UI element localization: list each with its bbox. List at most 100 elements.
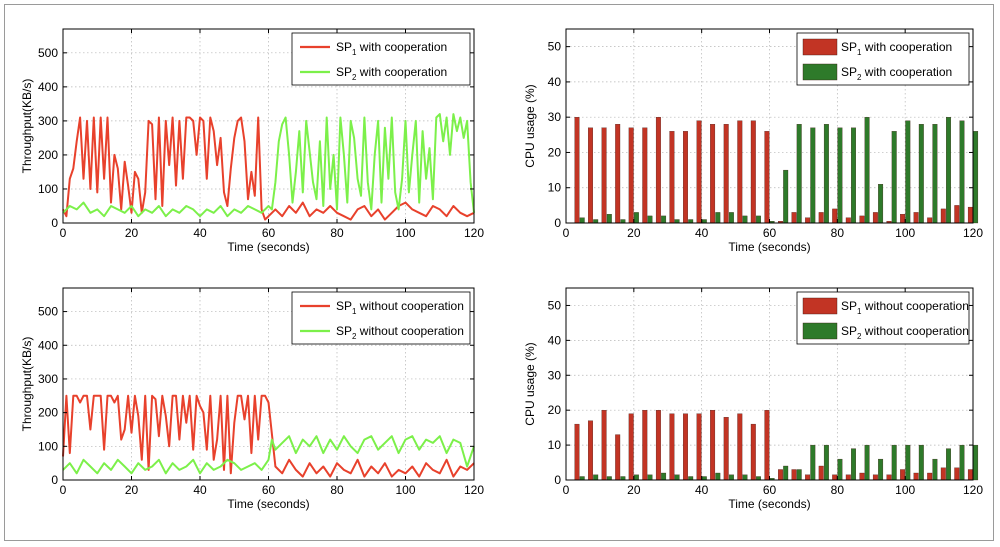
- x-tick-label: 20: [125, 483, 139, 497]
- figure-frame: [4, 4, 994, 541]
- bar-sp2: [973, 131, 979, 224]
- bar-sp2: [796, 469, 802, 481]
- bar-sp2: [973, 444, 979, 481]
- bar-sp1: [886, 474, 892, 481]
- bar-sp2: [661, 215, 667, 224]
- bar-sp2: [905, 444, 911, 481]
- bar-sp2: [688, 476, 694, 481]
- y-tick-label: 400: [38, 80, 58, 94]
- x-tick-label: 40: [193, 226, 207, 240]
- y-tick-label: 100: [38, 439, 58, 453]
- legend: SP1 without cooperation SP2 without coope…: [796, 291, 970, 345]
- bar-sp1: [805, 474, 811, 481]
- bar-sp1: [967, 206, 973, 224]
- bar-sp1: [954, 467, 960, 481]
- bar-sp1: [750, 120, 756, 224]
- bar-sp2: [864, 117, 870, 224]
- bar-sp1: [655, 117, 661, 224]
- bar-sp2: [674, 474, 680, 481]
- bar-sp2: [783, 465, 789, 481]
- y-tick-label: 300: [38, 372, 58, 386]
- x-tick-label: 120: [963, 483, 983, 497]
- bar-sp2: [810, 127, 816, 224]
- x-tick-label: 0: [60, 483, 67, 497]
- y-tick-label: 30: [548, 368, 562, 382]
- bar-sp2: [633, 212, 639, 224]
- y-axis-label: Throughput(KB/s): [20, 337, 34, 432]
- bar-sp2: [918, 124, 924, 224]
- bar-sp2: [606, 214, 612, 224]
- bar-sp2: [647, 215, 653, 224]
- bar-sp1: [954, 205, 960, 224]
- y-tick-label: 500: [38, 305, 58, 319]
- y-axis-label: CPU usage (%): [523, 84, 537, 167]
- bar-sp1: [710, 410, 716, 481]
- bar-sp2: [946, 448, 951, 481]
- x-tick-label: 120: [963, 226, 983, 240]
- bar-sp1: [791, 212, 797, 224]
- legend-label-sp1: SP1 without cooperation: [336, 299, 464, 316]
- x-tick-label: 0: [563, 226, 570, 240]
- y-axis-label: Throughput(KB/s): [20, 79, 34, 174]
- x-tick-label: 80: [330, 483, 344, 497]
- legend-box: [291, 32, 471, 86]
- legend-label-sp1: SP1 without cooperation: [841, 299, 969, 316]
- x-tick-label: 120: [464, 483, 484, 497]
- y-tick-label: 50: [548, 298, 562, 312]
- bar-sp2: [946, 117, 951, 224]
- chart-4: 0 20 40 60 80 100 120 0 10 20 30 40 50 Time (seconds)…: [523, 287, 983, 511]
- x-axis-label: Time (seconds): [728, 240, 810, 254]
- bar-sp1: [723, 417, 729, 481]
- x-tick-label: 20: [627, 226, 641, 240]
- chart-3: 0 20 40 60 80 100 120 0 100 200 300 400 500 Time (sec…: [20, 287, 484, 511]
- bar-sp1: [615, 434, 621, 481]
- legend-label-sp1: SP1 with cooperation: [841, 40, 952, 57]
- bar-sp1: [900, 214, 906, 224]
- legend-swatch-sp2: [802, 63, 838, 81]
- x-tick-label: 100: [895, 226, 915, 240]
- bar-sp1: [601, 410, 607, 481]
- bar-sp2: [864, 444, 870, 481]
- bar-sp1: [927, 472, 933, 481]
- bar-sp2: [878, 458, 884, 481]
- bar-sp2: [756, 215, 761, 224]
- bar-sp1: [764, 410, 770, 481]
- bar-sp2: [959, 444, 965, 481]
- x-axis-label: Time (seconds): [728, 497, 810, 511]
- bar-sp1: [737, 413, 743, 481]
- bar-sp1: [913, 212, 919, 224]
- bar-sp2: [728, 474, 734, 481]
- bar-sp1: [927, 217, 933, 224]
- bar-sp1: [872, 212, 878, 224]
- y-tick-label: 40: [548, 333, 562, 347]
- y-tick-label: 30: [548, 110, 562, 124]
- x-tick-label: 20: [125, 226, 139, 240]
- bar-sp2: [593, 219, 599, 224]
- series-line-sp1: [62, 394, 475, 478]
- x-tick-label: 60: [763, 226, 777, 240]
- y-tick-label: 200: [38, 406, 58, 420]
- legend-swatch-sp1: [802, 38, 838, 56]
- bar-sp2: [647, 474, 653, 481]
- bar-sp1: [588, 420, 593, 481]
- series-line-sp2: [62, 113, 475, 218]
- bar-sp1: [683, 131, 688, 224]
- y-tick-label: 20: [548, 403, 562, 417]
- legend-label-sp2: SP2 with cooperation: [841, 65, 952, 82]
- x-tick-label: 0: [563, 483, 570, 497]
- bar-sp2: [837, 458, 843, 481]
- y-tick-label: 200: [38, 148, 58, 162]
- bar-sp2: [579, 476, 585, 481]
- bar-sp2: [593, 474, 599, 481]
- bar-sp1: [913, 472, 919, 481]
- bar-sp2: [633, 474, 639, 481]
- bar-sp1: [845, 217, 851, 224]
- bar-sp2: [851, 127, 856, 224]
- x-tick-label: 60: [763, 483, 777, 497]
- y-tick-label: 500: [38, 46, 58, 60]
- bar-sp1: [683, 413, 688, 481]
- x-axis-label: Time (seconds): [227, 240, 309, 254]
- bar-sp2: [661, 472, 667, 481]
- y-tick-label: 0: [51, 473, 58, 487]
